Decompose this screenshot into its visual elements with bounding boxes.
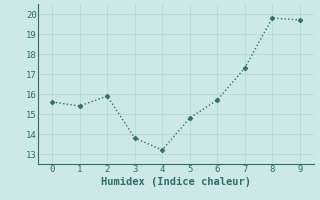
X-axis label: Humidex (Indice chaleur): Humidex (Indice chaleur) [101, 177, 251, 187]
